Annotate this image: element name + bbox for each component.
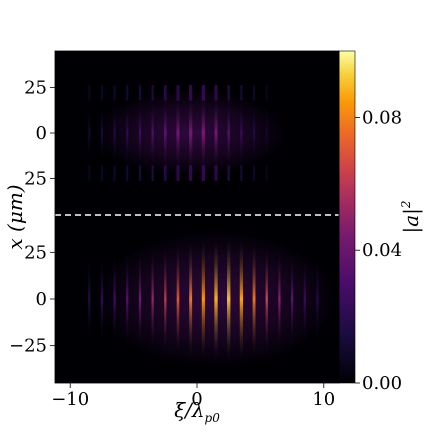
fringe-mark: [265, 244, 268, 354]
fringe-mark: [151, 247, 154, 351]
y-tick-label: 0: [36, 289, 47, 310]
fringe-side-lobe-mark: [201, 84, 206, 101]
fringe-mark: [278, 248, 281, 350]
colorbar-tick-label: 0.08: [362, 107, 402, 128]
fringe-mark: [201, 93, 206, 173]
fringe-side-lobe-mark: [138, 84, 142, 101]
y-tick-label: 0: [36, 123, 47, 144]
fringe-mark: [113, 255, 116, 343]
fringe-side-lobe-mark: [240, 165, 243, 182]
fringe-mark: [100, 257, 104, 341]
fringe-mark: [151, 98, 154, 168]
fringe-side-lobe-mark: [126, 84, 129, 101]
fringe-mark: [189, 94, 193, 172]
fringe-mark: [176, 242, 180, 356]
fringe-side-lobe-mark: [151, 165, 154, 182]
fringe-side-lobe-mark: [100, 165, 104, 182]
fringe-side-lobe-mark: [163, 165, 167, 182]
colorbar-label: |a|2: [399, 200, 424, 233]
fringe-mark: [88, 107, 91, 159]
fringe-side-lobe-mark: [189, 84, 193, 101]
y-axis-label: x (μm): [3, 184, 27, 249]
fringe-mark: [252, 240, 256, 358]
fringe-mark: [138, 250, 142, 348]
fringe-side-lobe-mark: [240, 84, 243, 101]
x-tick-label: 0: [191, 389, 202, 410]
fringe-side-lobe-mark: [151, 84, 154, 101]
fringe-side-lobe-mark: [100, 84, 104, 101]
fringe-side-lobe-mark: [265, 84, 268, 101]
fringe-side-lobe-mark: [252, 165, 256, 182]
fringe-side-lobe-mark: [88, 165, 91, 182]
fringe-mark: [176, 95, 180, 171]
fringe-mark: [164, 245, 167, 353]
fringe-side-lobe-mark: [227, 165, 230, 182]
fringe-mark: [100, 106, 104, 160]
fringe-side-lobe-mark: [88, 84, 91, 101]
fringe-mark: [138, 101, 142, 165]
x-tick-label: −10: [51, 389, 89, 410]
fringe-side-lobe-mark: [163, 84, 167, 101]
fringe-side-lobe-mark: [214, 84, 218, 101]
fringe-mark: [227, 98, 230, 168]
fringe-mark: [201, 237, 205, 361]
fringe-mark: [290, 252, 294, 346]
fringe-mark: [126, 253, 129, 345]
x-axis-label: ξ/λp0: [174, 398, 220, 425]
fringe-mark: [316, 258, 319, 340]
fringe-side-lobe-mark: [252, 84, 256, 101]
fringe-mark: [239, 237, 244, 361]
axis-ticks: 25 0 25 25 0 −25 −10 0 10: [9, 77, 335, 410]
fringe-side-lobe-mark: [113, 165, 116, 182]
fringe-side-lobe-mark: [176, 84, 180, 101]
x-tick-label: 10: [312, 389, 335, 410]
fringe-mark: [113, 105, 116, 161]
y-tick-label: 25: [24, 77, 47, 98]
fringe-mark: [303, 256, 306, 342]
fringe-side-lobe-mark: [126, 165, 129, 182]
colorbar: [338, 50, 356, 384]
fringe-mark: [214, 236, 218, 362]
fringe-mark: [265, 107, 268, 159]
fringe-side-lobe-mark: [227, 84, 230, 101]
heatmap-panel-bottom: [88, 231, 339, 367]
fringe-side-lobe-mark: [214, 165, 218, 182]
colorbar-tick-label: 0.00: [362, 373, 402, 394]
colorbar-tick-label: 0.04: [362, 240, 402, 261]
fringe-side-lobe-mark: [189, 165, 193, 182]
fringe-mark: [240, 102, 243, 164]
y-tick-label: 25: [24, 169, 47, 190]
y-tick-label: −25: [9, 336, 47, 357]
y-tick-label: 25: [24, 242, 47, 263]
fringe-side-lobe-mark: [113, 84, 116, 101]
heatmap-panel-top: [88, 84, 288, 182]
fringe-side-lobe-mark: [138, 165, 142, 182]
plot-frame: [54, 50, 340, 384]
fringe-mark: [214, 94, 218, 172]
fringe-mark: [126, 103, 129, 163]
fringe-side-lobe-mark: [265, 165, 268, 182]
colorbar-ticks: 0.00 0.04 0.08: [355, 107, 402, 394]
fringe-mark: [189, 239, 193, 359]
fringe-side-lobe-mark: [201, 165, 206, 182]
fringe-mark: [252, 105, 256, 161]
fringe-side-lobe-mark: [176, 165, 180, 182]
fringe-mark: [163, 96, 167, 170]
fringe-mark: [88, 258, 91, 340]
fringe-mark: [226, 236, 231, 362]
